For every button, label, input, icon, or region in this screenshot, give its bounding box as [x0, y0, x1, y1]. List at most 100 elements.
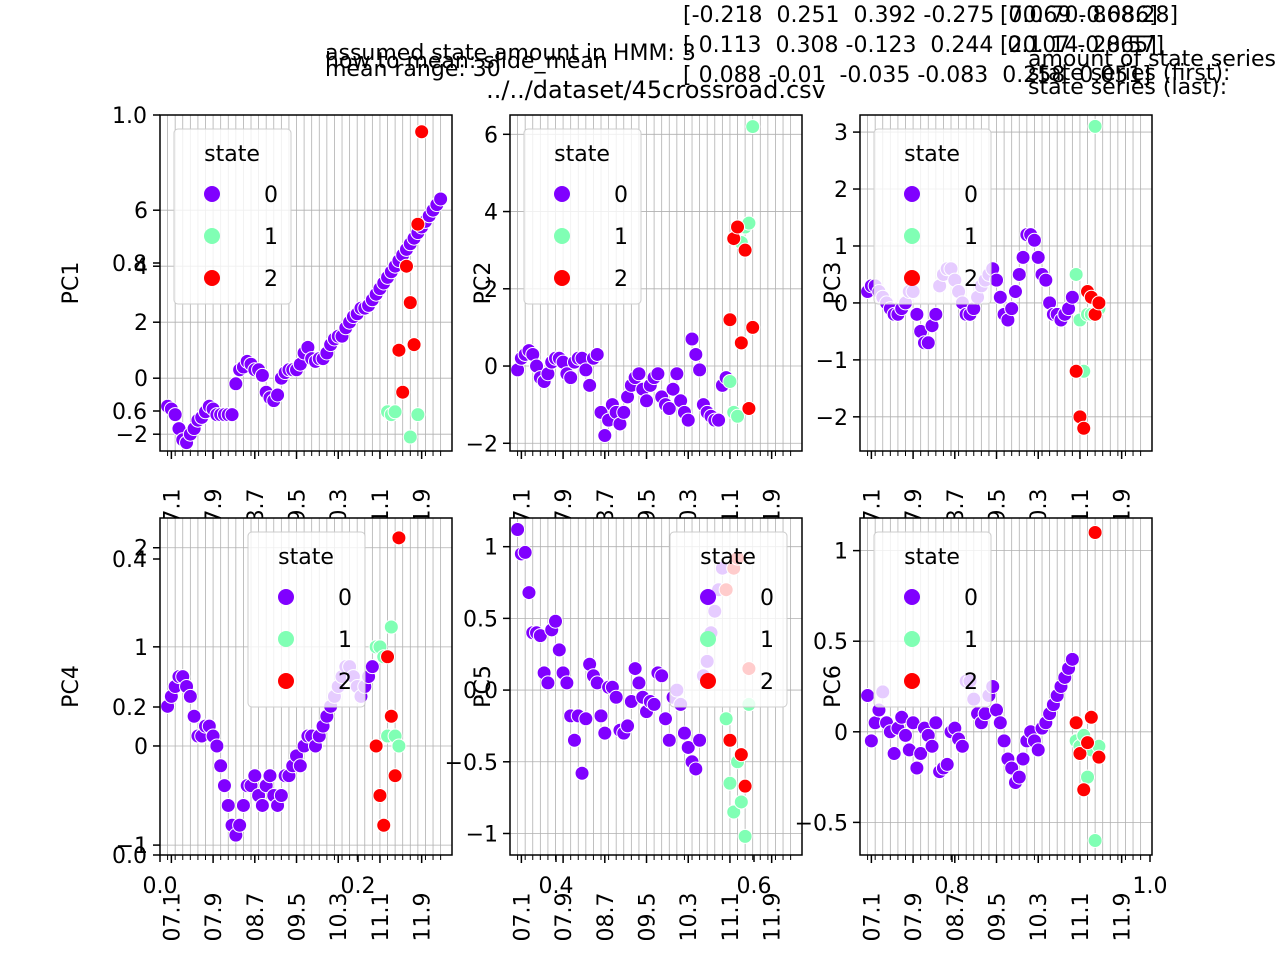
right-header-line-4: state series (first):: [1028, 61, 1230, 86]
legend-marker-state-2: [904, 673, 920, 689]
data-point-state-0: [680, 412, 696, 428]
legend-box: [523, 128, 642, 305]
axes-frame: [859, 114, 1153, 452]
data-point-state-0: [616, 404, 632, 420]
data-point-state-1: [1080, 769, 1096, 785]
x-tick-label: 10.3: [1027, 893, 1052, 942]
data-point-state-0: [669, 366, 685, 382]
data-point-state-0: [566, 732, 582, 748]
data-point-state-0: [292, 758, 308, 774]
x-tick-label: 09.5: [636, 893, 661, 942]
data-point-state-0: [657, 711, 673, 727]
legend-title: state: [904, 545, 960, 570]
data-point-state-2: [733, 747, 749, 763]
data-point-state-0: [559, 675, 575, 691]
data-point-state-2: [391, 342, 407, 358]
y-tick-label: 1: [834, 235, 848, 260]
x-tick-label: 11.9: [761, 893, 786, 942]
legend-entry-label: 2: [964, 267, 978, 292]
data-point-state-0: [992, 289, 1008, 305]
data-point-state-0: [364, 659, 380, 675]
y-axis-label: PC4: [59, 665, 84, 708]
data-point-state-2: [406, 337, 422, 353]
data-point-state-0: [665, 381, 681, 397]
data-point-state-0: [608, 689, 624, 705]
data-point-state-0: [688, 761, 704, 777]
subplot-pc5: −1 −0.5 0.0 0.5 1 07.1 07.9 08.7 09.5 10.3 11.1 11.…: [445, 517, 803, 942]
legend-entry-label: 1: [614, 225, 628, 250]
data-point-state-0: [1007, 284, 1023, 300]
axes-frame: [859, 517, 1153, 856]
data-point-state-0: [273, 788, 289, 804]
data-point-state-2: [1068, 363, 1084, 379]
y-axis-label: PC2: [471, 262, 496, 305]
data-point-state-0: [593, 708, 609, 724]
legend-marker-state-2: [554, 270, 570, 286]
data-point-state-0: [574, 765, 590, 781]
right-header-line-1: [70. 70. 868.28]: [1000, 3, 1178, 28]
legend-marker-state-2: [700, 673, 716, 689]
data-point-state-0: [661, 732, 677, 748]
background-y-tick-label: 0.8: [112, 252, 147, 277]
y-tick-label: −2: [466, 432, 498, 457]
legend-title: state: [204, 142, 260, 167]
y-tick-label: 1: [484, 536, 498, 561]
x-tick-label: 07.1: [160, 893, 185, 942]
axes-frame: [509, 517, 803, 856]
data-point-state-2: [372, 788, 388, 804]
data-point-state-1: [1087, 118, 1103, 134]
data-point-state-0: [924, 738, 940, 754]
header-line-1: assumed state amount in HMM: 3: [325, 41, 696, 66]
axes-frame: [509, 114, 803, 452]
y-tick-label: 1: [134, 636, 148, 661]
legend-box: [247, 531, 366, 708]
y-tick-label: −2: [816, 406, 848, 431]
axes-frame: [159, 114, 453, 452]
x-tick-label: 10.3: [677, 893, 702, 942]
y-tick-label: 3: [834, 121, 848, 146]
data-point-state-1: [726, 804, 742, 820]
data-point-state-0: [654, 668, 670, 684]
data-point-state-2: [398, 258, 414, 274]
data-point-state-0: [216, 778, 232, 794]
legend-entry-label: 2: [264, 267, 278, 292]
y-axis-label: PC1: [59, 262, 84, 305]
legend-marker-state-0: [904, 589, 920, 605]
legend-marker-state-1: [554, 228, 570, 244]
data-point-state-0: [886, 746, 902, 762]
data-point-state-0: [909, 760, 925, 776]
x-tick-label: 11.9: [1111, 893, 1136, 942]
data-point-state-0: [913, 746, 929, 762]
legend-marker-state-2: [204, 270, 220, 286]
legend-entry-label: 0: [964, 183, 978, 208]
data-point-state-2: [1076, 782, 1092, 798]
background-x-tick-label: 1.0: [1133, 874, 1168, 899]
legend-marker-state-0: [700, 589, 716, 605]
data-point-state-2: [1091, 295, 1107, 311]
legend-entry-label: 1: [760, 628, 774, 653]
data-point-state-0: [224, 407, 240, 423]
y-axis-label: PC5: [471, 665, 496, 708]
background-x-tick-label: 0.8: [935, 874, 970, 899]
matrix-row-3: [ 0.088 -0.01 -0.035 -0.083 0.258 0.051]: [683, 63, 1151, 88]
y-tick-label: 0: [134, 367, 148, 392]
data-point-state-1: [1087, 833, 1103, 849]
data-point-state-1: [733, 794, 749, 810]
right-header-line-2: [20. 14. 28.57]: [1000, 33, 1164, 58]
background-y-tick-label: 0.2: [112, 696, 147, 721]
y-tick-label: 2: [134, 537, 148, 562]
data-point-state-2: [730, 219, 746, 235]
data-point-state-2: [1080, 735, 1096, 751]
matrix-row-2: [ 0.113 0.308 -0.123 0.244 0.107 -0.065]: [683, 33, 1157, 58]
data-point-state-2: [737, 242, 753, 258]
data-point-state-0: [551, 642, 567, 658]
legend-entry-label: 1: [964, 628, 978, 653]
data-point-state-0: [254, 367, 270, 383]
data-point-state-2: [1087, 524, 1103, 540]
data-point-state-0: [182, 688, 198, 704]
header-line-3: mean range: 30: [325, 57, 501, 82]
data-point-state-0: [692, 362, 708, 378]
